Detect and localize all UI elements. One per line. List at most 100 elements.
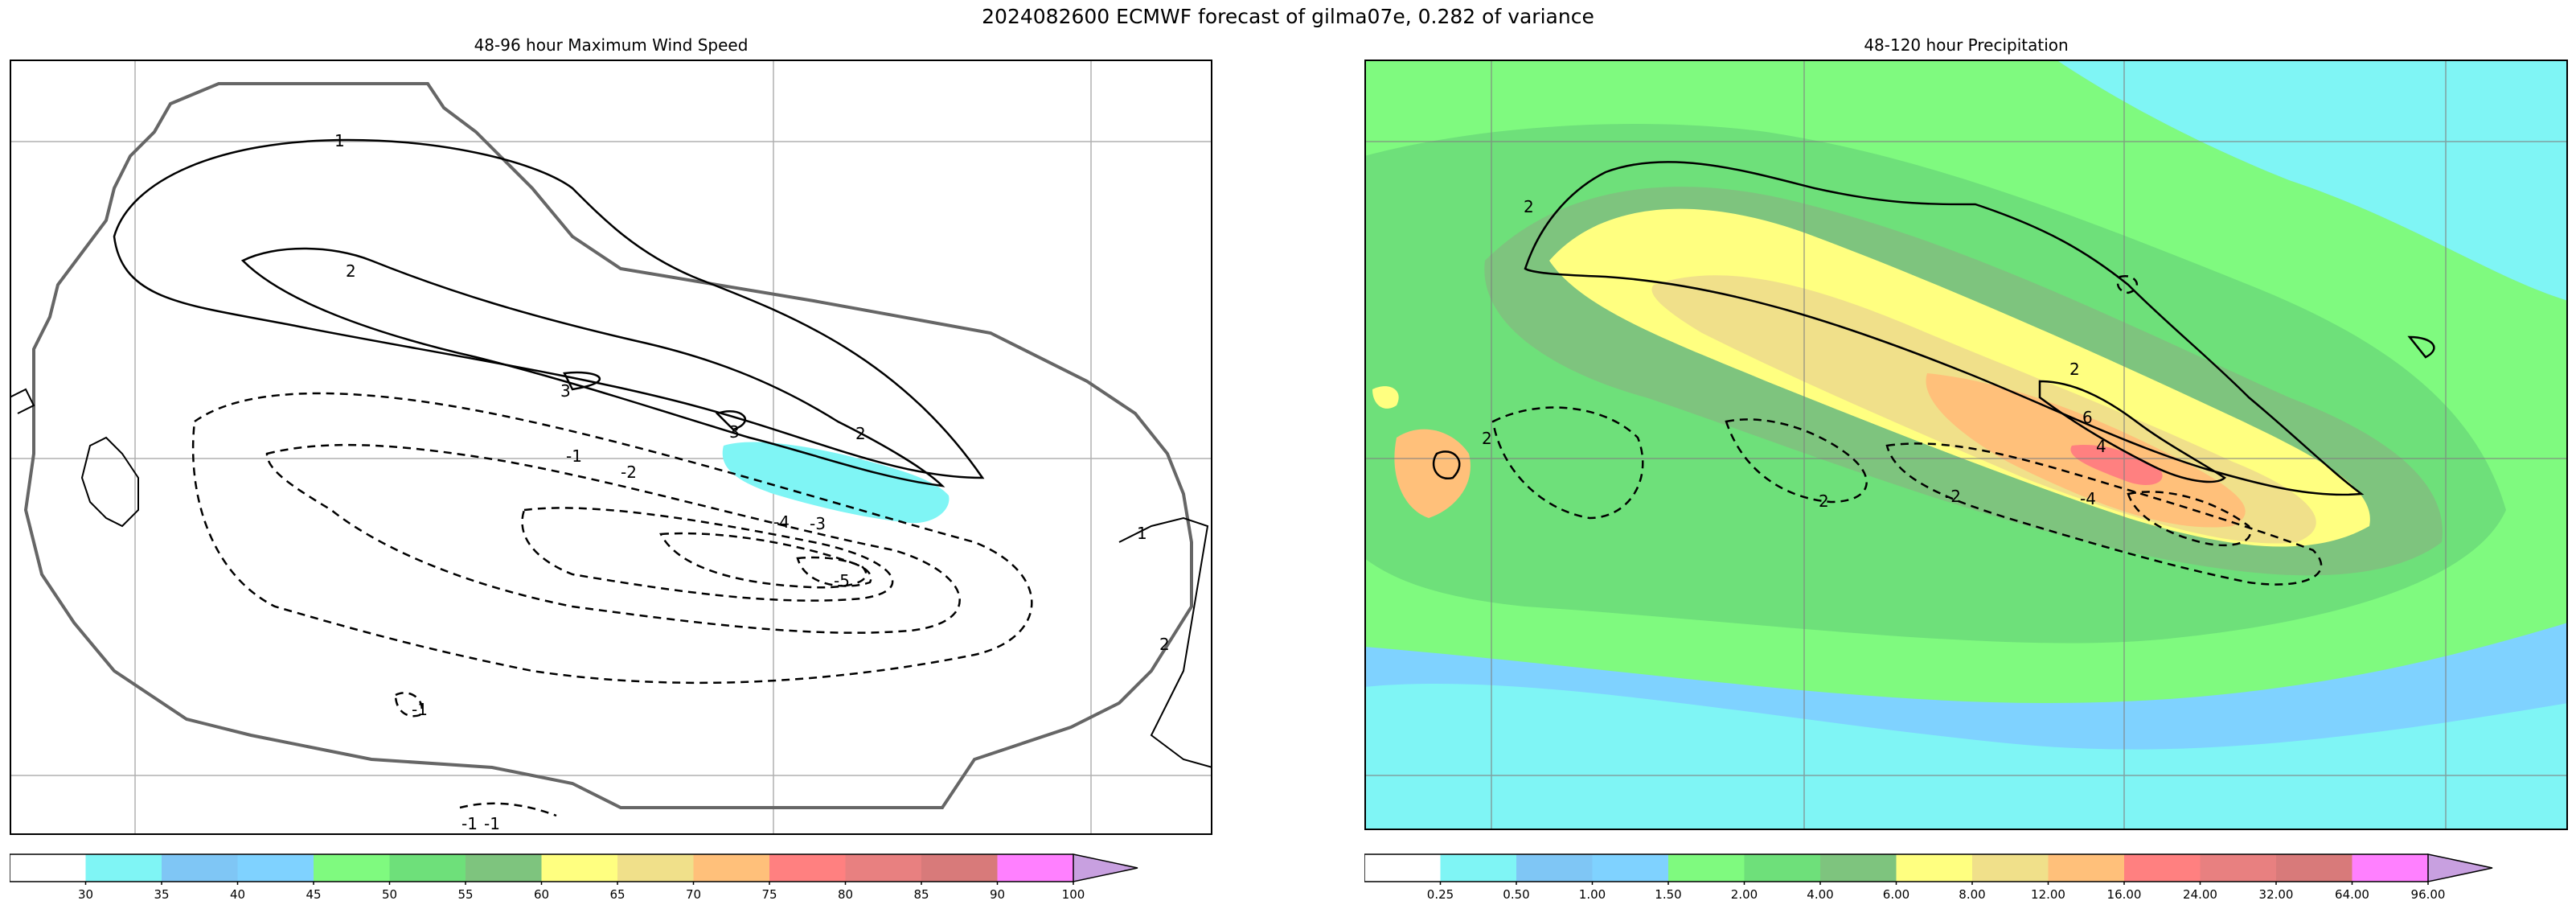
colorbar-tick-label: 0.50: [1503, 887, 1530, 902]
colorbar-segment: [1820, 854, 1897, 882]
colorbar-segment: [85, 854, 162, 882]
contour-label: 2: [346, 261, 356, 281]
precip-shading-cyan-top: [2056, 60, 2568, 301]
colorbar-segment: [1972, 854, 2049, 882]
colorbar-segment: [2276, 854, 2352, 882]
contour-label: 2: [1819, 491, 1829, 511]
colorbar-tick-label: 55: [457, 887, 474, 902]
precip-shading-red: [2070, 445, 2163, 486]
left-panel-title: 48-96 hour Maximum Wind Speed: [474, 35, 749, 55]
negative-contours: [191, 392, 1033, 817]
precipitation-colorbar: [1364, 853, 2493, 885]
colorbar-tick-label: 64.00: [2335, 887, 2369, 902]
wind-speed-map: 1 2 3 3 2 -1 -2 -3 -4 -5 1 2 -1 -1 -1: [10, 60, 1212, 835]
colorbar-tick-label: 0.25: [1426, 887, 1454, 902]
contour-label: -1: [484, 814, 500, 833]
colorbar-segment: [2352, 854, 2429, 882]
contour-label: -1: [461, 814, 478, 833]
colorbar-segment: [1744, 854, 1821, 882]
contour-label: 6: [2082, 408, 2093, 427]
contour-label: -5: [834, 571, 850, 590]
wind-speed-colorbar-ticks: 30 35 40 45 50 55 60 65 70 75 80 85 90 100: [10, 887, 1216, 905]
colorbar-tick-label: 1.00: [1578, 887, 1606, 902]
colorbar-extend-arrow: [1073, 853, 1138, 882]
colorbar-segment: [693, 854, 770, 882]
colorbar-segment: [162, 854, 238, 882]
colorbar-segment: [1896, 854, 1973, 882]
contour-label: -1: [412, 700, 428, 719]
colorbar-segment: [237, 854, 314, 882]
map-gridlines: [1364, 60, 2568, 830]
colorbar-tick-label: 85: [913, 887, 929, 902]
colorbar-segment: [769, 854, 846, 882]
positive-contours: [113, 138, 985, 487]
precip-shading-cyan-bottom: [1364, 684, 2568, 830]
colorbar-tick-label: 45: [306, 887, 322, 902]
colorbar-tick-label: 4.00: [1807, 887, 1834, 902]
domain-outline: [23, 82, 1193, 809]
colorbar-tick-label: 8.00: [1959, 887, 1986, 902]
wind-shading-cyan: [722, 442, 950, 524]
contour-label: 1: [334, 131, 345, 150]
precip-shading-west-yellow: [1372, 386, 1399, 409]
colorbar-tick-label: 100: [1061, 887, 1085, 902]
precipitation-colorbar-ticks: 0.25 0.50 1.00 1.50 2.00 4.00 6.00 8.00 12.00 16.…: [1364, 887, 2570, 905]
colorbar-segment: [617, 854, 694, 882]
colorbar-segment: [314, 854, 390, 882]
contour-label: 4: [2096, 437, 2106, 456]
colorbar-tick-label: 32.00: [2258, 887, 2294, 902]
colorbar-tick-label: 35: [154, 887, 170, 902]
contour-label: 2: [1524, 197, 1534, 216]
colorbar-segment: [1592, 854, 1669, 882]
contour-label: -3: [810, 514, 826, 533]
colorbar-tick-label: 90: [989, 887, 1006, 902]
colorbar-tick-label: 16.00: [2106, 887, 2142, 902]
contour-label: 2: [1159, 635, 1170, 654]
contour-label: 2: [1482, 429, 1492, 448]
colorbar-segment: [389, 854, 466, 882]
colorbar-segment: [845, 854, 922, 882]
colorbar-tick-label: 1.50: [1655, 887, 1682, 902]
negative-contours: [1491, 274, 2323, 586]
colorbar-tick-label: 50: [381, 887, 398, 902]
contour-label: 3: [729, 422, 740, 442]
colorbar-segment: [2048, 854, 2125, 882]
coastlines: [10, 388, 1212, 768]
colorbar-segment: [2200, 854, 2277, 882]
colorbar-segment: [10, 854, 86, 882]
contour-label: -2: [621, 463, 637, 482]
colorbar-segment: [2124, 854, 2201, 882]
precip-shading-west: [1394, 429, 1471, 518]
colorbar-tick-label: 2.00: [1730, 887, 1758, 902]
colorbar-segment: [997, 854, 1074, 882]
colorbar-extend-arrow: [2427, 853, 2493, 882]
colorbar-tick-label: 75: [761, 887, 777, 902]
right-panel-title: 48-120 hour Precipitation: [1864, 35, 2069, 55]
colorbar-tick-label: 65: [609, 887, 626, 902]
figure-title: 2024082600 ECMWF forecast of gilma07e, 0…: [982, 5, 1594, 28]
colorbar-tick-label: 30: [77, 887, 94, 902]
colorbar-segment: [1364, 854, 1441, 882]
positive-contours: [1432, 161, 2435, 496]
contour-label: 3: [560, 381, 571, 401]
colorbar-segment: [1668, 854, 1745, 882]
contour-label: -2: [1945, 487, 1961, 506]
colorbar-tick-label: 96.00: [2410, 887, 2446, 902]
wind-speed-colorbar: [10, 853, 1138, 885]
colorbar-tick-label: 60: [533, 887, 550, 902]
colorbar-segment: [466, 854, 542, 882]
contour-label: -1: [566, 446, 582, 466]
colorbar-tick-label: 12.00: [2031, 887, 2065, 902]
colorbar-tick-label: 6.00: [1882, 887, 1910, 902]
colorbar-tick-label: 40: [229, 887, 246, 902]
contour-label: 1: [1137, 524, 1147, 543]
contour-label: -4: [773, 512, 790, 532]
colorbar-tick-label: 70: [685, 887, 702, 902]
contour-label: 2: [2069, 360, 2080, 379]
colorbar-segment: [921, 854, 998, 882]
colorbar-tick-label: 80: [837, 887, 854, 902]
colorbar-segment: [1440, 854, 1517, 882]
colorbar-tick-label: 24.00: [2183, 887, 2217, 902]
colorbar-segment: [541, 854, 618, 882]
colorbar-segment: [1516, 854, 1593, 882]
